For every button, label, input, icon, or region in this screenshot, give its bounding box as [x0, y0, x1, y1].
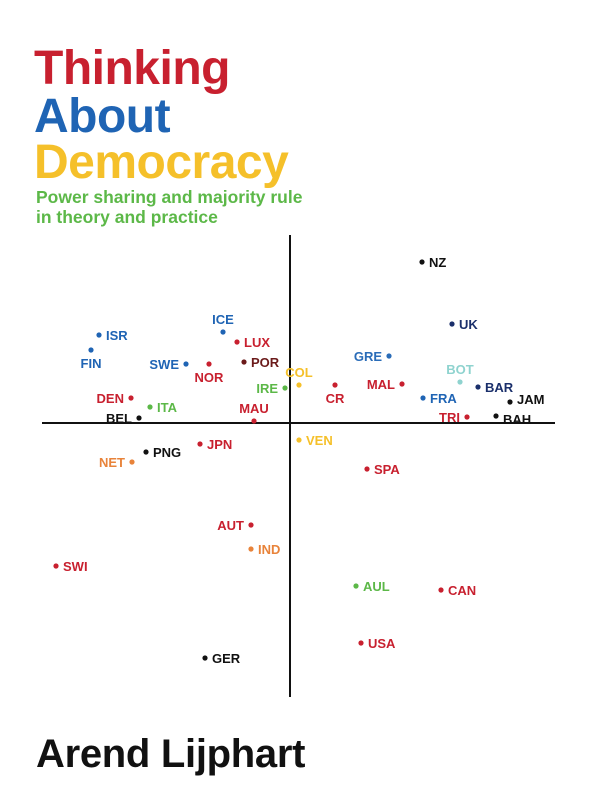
point-ven	[296, 437, 302, 443]
point-label-spa: SPA	[374, 462, 400, 477]
point-label-jpn: JPN	[207, 437, 232, 452]
point-jpn	[197, 441, 203, 447]
point-label-gre: GRE	[354, 349, 383, 364]
point-ger	[202, 655, 208, 661]
point-swe	[183, 361, 189, 367]
point-lux	[234, 339, 240, 345]
point-tri	[464, 414, 470, 420]
point-label-fin: FIN	[81, 356, 102, 371]
subtitle-line-2: in theory and practice	[36, 207, 218, 227]
point-label-ire: IRE	[256, 381, 278, 396]
point-label-mau: MAU	[239, 401, 269, 416]
point-label-ice: ICE	[212, 312, 234, 327]
point-den	[128, 395, 134, 401]
title-line-about: About	[34, 90, 171, 143]
point-bar	[475, 384, 481, 390]
point-por	[241, 359, 247, 365]
point-label-nor: NOR	[195, 370, 225, 385]
point-label-den: DEN	[97, 391, 124, 406]
point-spa	[364, 466, 370, 472]
title-line-democracy: Democracy	[34, 136, 289, 189]
subtitle-line-1: Power sharing and majority rule	[36, 187, 303, 207]
point-label-nz: NZ	[429, 255, 446, 270]
point-label-fra: FRA	[430, 391, 457, 406]
point-can	[438, 587, 444, 593]
point-mau	[251, 418, 257, 424]
point-swi	[53, 563, 59, 569]
point-label-lux: LUX	[244, 335, 270, 350]
point-cr	[332, 382, 338, 388]
point-label-ind: IND	[258, 542, 280, 557]
point-label-uk: UK	[459, 317, 478, 332]
point-isr	[96, 332, 102, 338]
point-bel	[136, 415, 142, 421]
point-bot	[457, 379, 463, 385]
point-nor	[206, 361, 212, 367]
point-label-swe: SWE	[149, 357, 179, 372]
point-aul	[353, 583, 359, 589]
point-label-png: PNG	[153, 445, 181, 460]
point-ire	[282, 385, 288, 391]
title-line-thinking: Thinking	[34, 42, 230, 95]
point-col	[296, 382, 302, 388]
point-uk	[449, 321, 455, 327]
point-gre	[386, 353, 392, 359]
point-label-aul: AUL	[363, 579, 390, 594]
point-ind	[248, 546, 254, 552]
point-label-bah: BAH	[503, 412, 531, 427]
point-fin	[88, 347, 94, 353]
point-label-usa: USA	[368, 636, 396, 651]
point-label-mal: MAL	[367, 377, 395, 392]
point-label-jam: JAM	[517, 392, 544, 407]
point-usa	[358, 640, 364, 646]
point-label-bel: BEL	[106, 411, 132, 426]
point-fra	[420, 395, 426, 401]
point-label-por: POR	[251, 355, 280, 370]
point-png	[143, 449, 149, 455]
point-label-can: CAN	[448, 583, 476, 598]
point-ice	[220, 329, 226, 335]
point-mal	[399, 381, 405, 387]
point-label-net: NET	[99, 455, 125, 470]
point-nz	[419, 259, 425, 265]
point-label-ven: VEN	[306, 433, 333, 448]
point-bah	[493, 413, 499, 419]
point-label-isr: ISR	[106, 328, 128, 343]
point-label-swi: SWI	[63, 559, 88, 574]
point-label-ita: ITA	[157, 400, 178, 415]
point-label-col: COL	[285, 365, 313, 380]
points-group: NZ UK GRE BOT BAR MAL FRA JAM BAH TRI COL CR VEN SPA I…	[53, 255, 544, 666]
point-net	[129, 459, 135, 465]
point-label-ger: GER	[212, 651, 241, 666]
point-label-tri: TRI	[439, 410, 460, 425]
point-jam	[507, 399, 513, 405]
point-aut	[248, 522, 254, 528]
point-label-cr: CR	[326, 391, 345, 406]
point-ita	[147, 404, 153, 410]
point-label-bar: BAR	[485, 380, 514, 395]
author-name: Arend Lijphart	[36, 732, 306, 776]
point-label-bot: BOT	[446, 362, 474, 377]
point-label-aut: AUT	[217, 518, 244, 533]
